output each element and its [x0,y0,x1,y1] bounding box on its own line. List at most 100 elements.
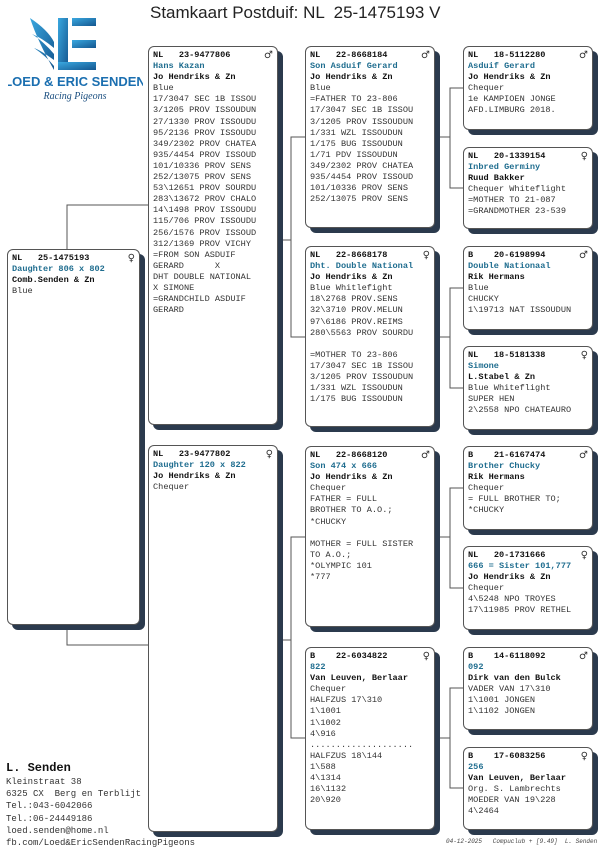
owner-street: Kleinstraat 38 [6,777,82,787]
breeder-name: Ruud Bakker [468,173,525,184]
info-line: Chequer [468,583,505,594]
country-code: NL [468,350,479,360]
pedigree-card-subject[interactable]: NL 25-1475193 ♀ Daughter 806 x 802 Comb.Sen… [7,249,140,625]
pedigree-card-dam[interactable]: NL 23-9477802 ♀ Daughter 120 x 822 Jo Hendr… [148,445,278,832]
info-line: = FULL BROTHER TO; [468,494,561,505]
ring-number: 25-1475193 [37,253,90,263]
female-icon: ♀ [580,151,588,162]
info-line: FATHER = FULL [310,494,378,505]
country-code: NL [153,449,164,459]
pedigree-card-ddd[interactable]: B 17-6083256 ♀ 256 Van Leuven, Berlaar Org. … [463,747,593,830]
ring-number: 22-6034822 [335,651,388,661]
info-line: =GRANDCHILD ASDUIF [153,294,246,305]
female-icon: ♀ [127,253,135,264]
footer-info: 04-12-2025 Compuclub + [9.49] L. Senden [446,838,598,845]
male-icon: ♂ [421,50,430,61]
pedigree-card-ds[interactable]: NL 22-8668120 ♂ Son 474 x 666 Jo Hendriks &… [305,446,435,627]
bird-name: Asduif Gerard [468,61,536,72]
pedigree-card-sdd[interactable]: NL 18-5181338 ♀ Simone L.Stabel & Zn Blue Wh… [463,346,593,430]
info-line: 17\11985 PROV RETHEL [468,605,572,616]
info-line: Chequer [310,483,347,494]
info-line: =FATHER TO 23-806 [310,94,398,105]
country-code: B [468,450,474,460]
info-line [310,528,430,539]
info-line: HALFZUS 17\310 [310,695,383,706]
pedigree-card-dd[interactable]: B 22-6034822 ♀ 822 Van Leuven, Berlaar Chequ… [305,647,435,830]
info-line: 1/331 WZL ISSOUDUN [310,127,403,138]
info-line: 2\2558 NPO CHATEAURO [468,405,572,416]
info-line: MOTHER = FULL SISTER [310,538,414,549]
pedigree-card-ssd[interactable]: NL 20-1339154 ♀ Inbred Germiny Ruud Bakker C… [463,147,593,229]
male-icon: ♂ [421,450,430,461]
country-code: NL [310,50,321,60]
female-icon: ♀ [422,651,430,662]
info-line: =FROM SON ASDUIF [153,249,236,260]
breeder-name: Jo Hendriks & Zn [310,272,393,283]
info-line: DHT DOUBLE NATIONAL [153,271,251,282]
pedigree-card-sd[interactable]: NL 22-8668178 ♀ Dht. Double National Jo Hen… [305,246,435,427]
info-line: 18\2768 PROV.SENS [310,294,398,305]
owner-mobile: Tel.:06-24449186 [6,813,93,824]
info-line: AFD.LIMBURG 2018. [468,105,556,116]
ring-number: 17-6083256 [493,751,546,761]
info-line: GERARD X [153,260,221,271]
country-code: NL [12,253,23,263]
info-line: 17/3047 SEC 1B ISSOU [310,360,414,371]
info-line: X SIMONE [153,282,195,293]
pedigree-card-sire[interactable]: NL 23-9477806 ♂ Hans Kazan Jo Hendriks & Zn… [148,46,278,425]
owner-email[interactable]: loed.senden@home.nl [6,825,109,836]
info-line: 349/2302 PROV CHATEA [153,138,257,149]
pedigree-card-dds[interactable]: B 14-6118092 ♂ 092 Dirk van den Bulck VADER … [463,647,593,730]
info-line: Chequer [468,83,505,94]
bird-name: Brother Chucky [468,461,541,472]
breeder-name: Jo Hendriks & Zn [153,471,236,482]
info-line: 27/1330 PROV ISSOUDU [153,116,257,127]
info-line: MOEDER VAN 19\228 [468,795,556,806]
info-line: SUPER HEN [468,394,515,405]
info-line: 53\12651 PROV SOURDU [153,183,257,194]
country-code: NL [310,450,321,460]
info-line: 20\920 [310,795,341,806]
country-code: NL [468,550,479,560]
info-line: 4\5248 NPO TROYES [468,594,556,605]
country-code: NL [310,250,321,260]
owner-name: L. Senden [6,761,71,775]
info-line: 1\588 [310,761,336,772]
info-line: =MOTHER TO 21-087 [468,195,556,206]
info-line: GERARD [153,305,184,316]
info-line: 1\19713 NAT ISSOUDUN [468,305,572,316]
ring-number: 14-6118092 [493,651,546,661]
logo-wing-icon: LOED & ERIC SENDEN Racing Pigeons [4,18,146,102]
info-line: 349/2302 PROV CHATEA [310,160,414,171]
info-line: Blue [12,286,33,297]
bird-name: Inbred Germiny [468,162,541,173]
country-code: NL [153,50,164,60]
ring-header: NL 25-1475193 ♀ [12,253,135,264]
info-line: 1\1102 JONGEN [468,706,536,717]
info-line: .................... [310,739,414,750]
owner-phone: Tel.:043-6042066 [6,801,93,812]
info-line: 32\3710 PROV.MELUN [310,305,403,316]
female-icon: ♀ [580,550,588,561]
breeder-name: Jo Hendriks & Zn [468,572,551,583]
info-line: 935/4454 PROV ISSOUD [310,172,414,183]
female-icon: ♀ [265,449,273,460]
pedigree-card-ss[interactable]: NL 22-8668184 ♂ Son Asduif Gerard Jo Hendri… [305,46,435,228]
owner-facebook[interactable]: fb.com/Loed&EricSendenRacingPigeons [6,838,196,849]
info-line: 1e KAMPIOEN JONGE [468,94,556,105]
info-line: Chequer [310,684,347,695]
female-icon: ♀ [580,751,588,762]
info-line: CHUCKY [468,294,499,305]
pedigree-card-sds[interactable]: B 20-6198994 ♂ Double Nationaal Rik Hermans… [463,246,593,330]
info-line: 1/71 PDV ISSOUDUN [310,149,398,160]
breeder-name: Van Leuven, Berlaar [310,673,408,684]
bird-name: 666 = Sister 101,777 [468,561,572,572]
ring-header: NL 20-1339154 ♀ [468,151,588,162]
pedigree-card-dsd[interactable]: NL 20-1731666 ♀ 666 = Sister 101,777 Jo Hen… [463,546,593,630]
info-line: HALFZUS 18\144 [310,750,383,761]
pedigree-card-sss[interactable]: NL 18-5112280 ♂ Asduif Gerard Jo Hendriks &… [463,46,593,130]
info-line: Blue [153,83,174,94]
info-line: 4\2464 [468,806,499,817]
bird-name: Double Nationaal [468,261,551,272]
pedigree-card-dss[interactable]: B 21-6167474 ♂ Brother Chucky Rik Hermans Ch… [463,446,593,530]
